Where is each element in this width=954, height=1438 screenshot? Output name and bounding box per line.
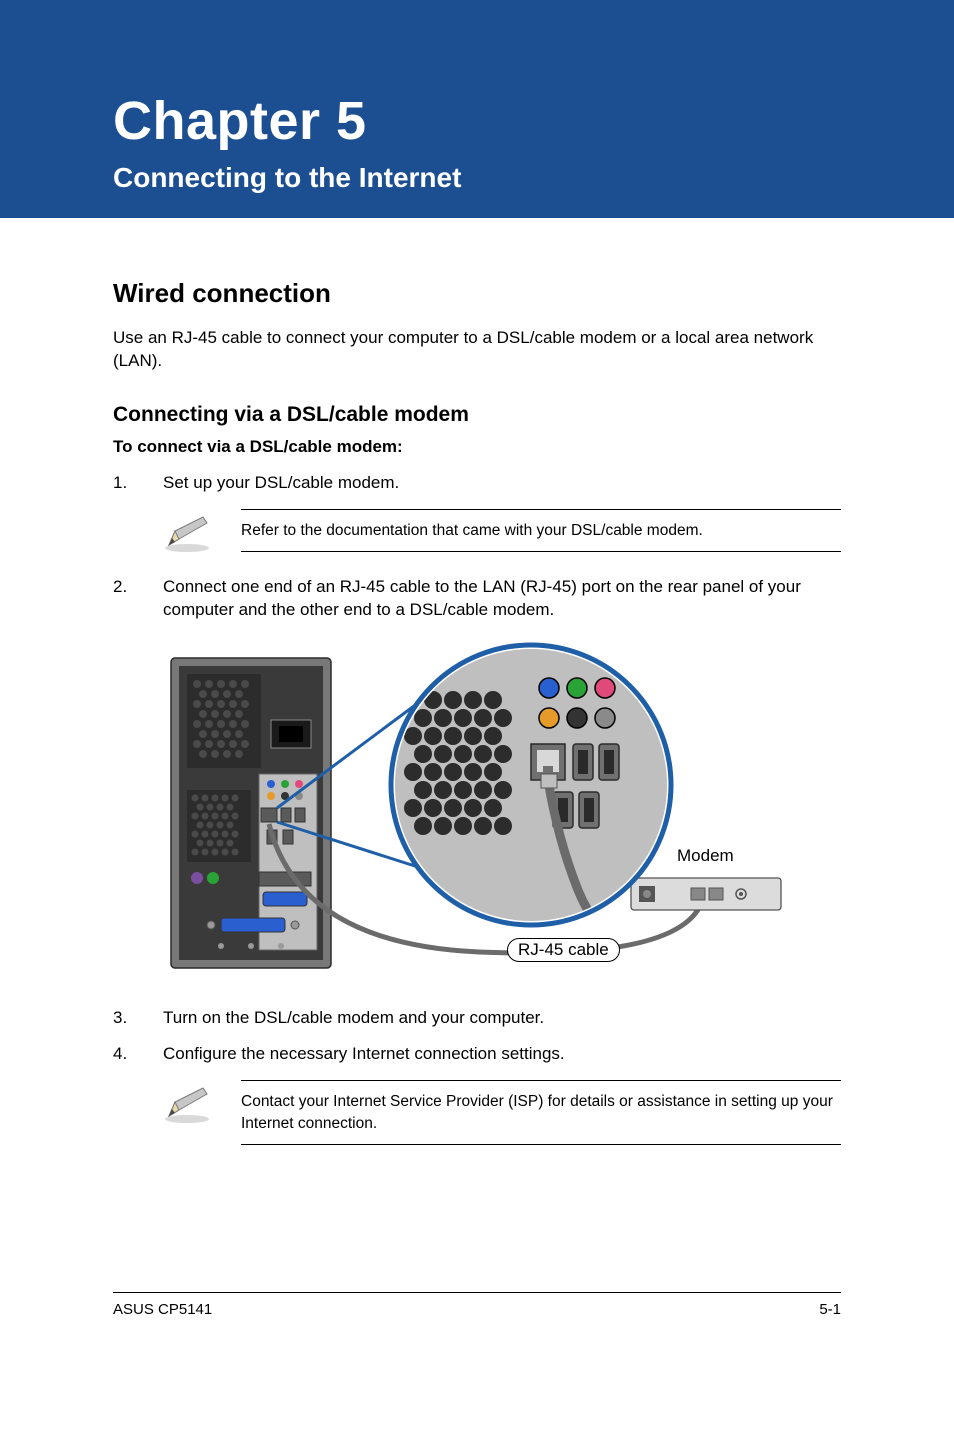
step-1: Set up your DSL/cable modem. [113, 471, 841, 495]
steps-list-3: Turn on the DSL/cable modem and your com… [113, 1006, 841, 1066]
subsection-lead: To connect via a DSL/cable modem: [113, 437, 841, 457]
step-4: Configure the necessary Internet connect… [113, 1042, 841, 1066]
step-2: Connect one end of an RJ-45 cable to the… [113, 575, 841, 623]
chapter-subtitle: Connecting to the Internet [113, 162, 954, 194]
section-intro: Use an RJ-45 cable to connect your compu… [113, 327, 841, 373]
page-footer: ASUS CP5141 5-1 [113, 1292, 841, 1318]
chapter-number: Chapter 5 [113, 90, 954, 152]
chapter-banner: Chapter 5 Connecting to the Internet [0, 0, 954, 218]
note-2-text: Contact your Internet Service Provider (… [241, 1081, 841, 1144]
footer-right: 5-1 [819, 1301, 841, 1318]
note-1: Refer to the documentation that came wit… [161, 509, 841, 553]
footer-left: ASUS CP5141 [113, 1301, 212, 1318]
subsection-title: Connecting via a DSL/cable modem [113, 403, 841, 427]
steps-list: Set up your DSL/cable modem. [113, 471, 841, 495]
step-3: Turn on the DSL/cable modem and your com… [113, 1006, 841, 1030]
steps-list-2: Connect one end of an RJ-45 cable to the… [113, 575, 841, 623]
note-2: Contact your Internet Service Provider (… [161, 1080, 841, 1145]
note-1-text: Refer to the documentation that came wit… [241, 510, 841, 552]
modem-label: Modem [677, 846, 734, 866]
pencil-icon [161, 1082, 213, 1124]
pencil-icon [161, 511, 213, 553]
page-content: Wired connection Use an RJ-45 cable to c… [0, 218, 954, 1145]
connection-diagram: Modem RJ-45 cable [161, 640, 801, 980]
section-title: Wired connection [113, 278, 841, 309]
cable-label: RJ-45 cable [507, 938, 620, 962]
